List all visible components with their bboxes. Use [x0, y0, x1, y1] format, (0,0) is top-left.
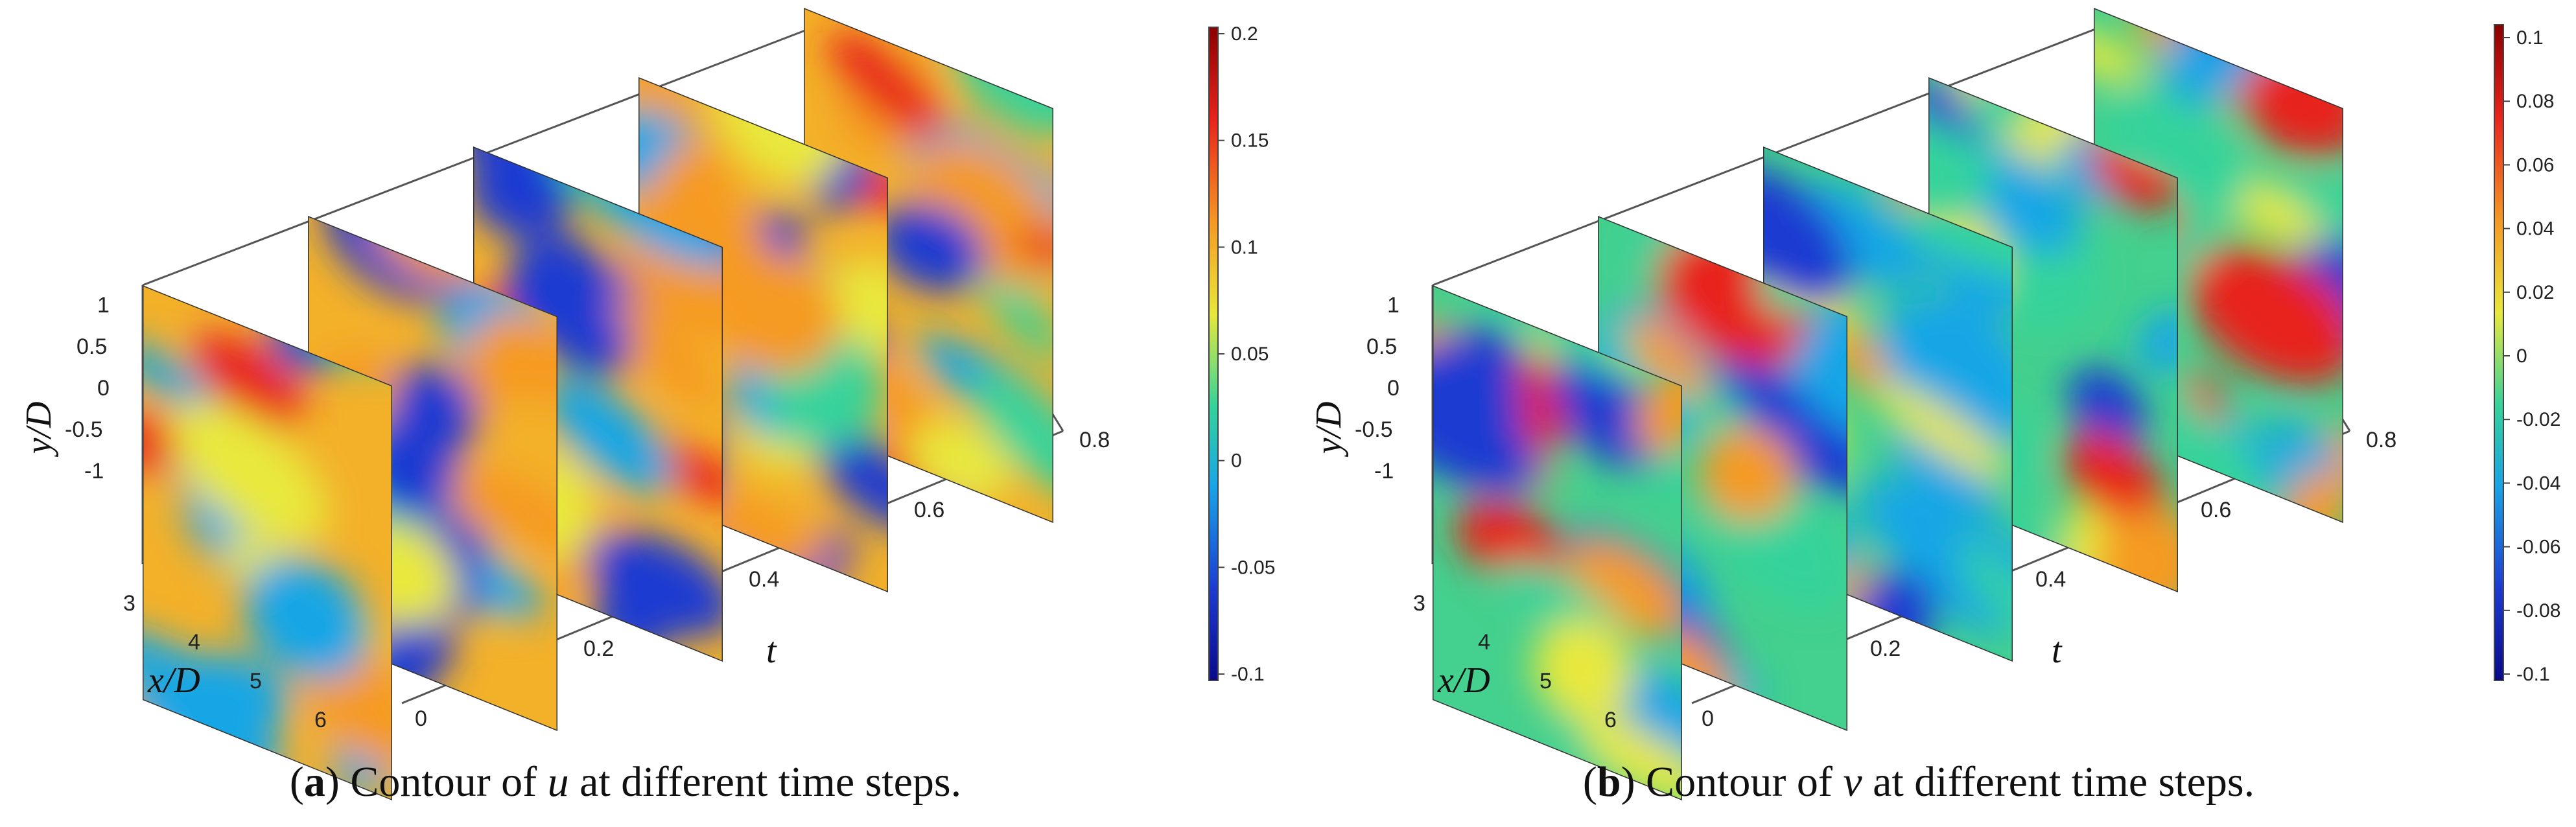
colorbar-gradient: [1208, 27, 1219, 681]
panel-caption: (b) Contour of v at different time steps…: [1583, 758, 2254, 806]
x-tick: 5: [1540, 669, 1552, 693]
y-axis-label: y/D: [1309, 402, 1349, 458]
colorbar-tick-label: -0.1: [2516, 664, 2550, 685]
t-axis-label: t: [2052, 631, 2063, 671]
y-axis-label: y/D: [19, 402, 59, 458]
x-tick: 3: [1413, 591, 1425, 616]
t-axis-ticks: 0 0.2 0.4 0.6 0.8: [415, 428, 1110, 731]
colorbar-tick-label: 0.02: [2516, 282, 2554, 303]
x-tick: 4: [188, 630, 200, 655]
x-tick: 4: [1478, 630, 1490, 655]
colorbar-tick-label: 0.06: [2516, 154, 2554, 176]
y-tick: 1: [97, 293, 110, 318]
t-tick: 0: [415, 706, 427, 731]
colorbar-tick-label: 0.05: [1231, 344, 1269, 365]
t-tick: 0.2: [583, 636, 614, 661]
colorbar: 0.1 0.08 0.06 0.04 0.02 0 -0.02 -0.04 -0.06 -0.08…: [2494, 24, 2560, 685]
y-tick: -0.5: [1355, 417, 1393, 442]
y-tick: 0.5: [76, 334, 107, 359]
t-tick: 0.6: [914, 498, 944, 522]
colorbar-tick-label: 0: [1231, 450, 1242, 472]
contour-slices: [1433, 8, 2343, 800]
colorbar-tick-label: 0.1: [2516, 27, 2544, 49]
contour-slices: [143, 8, 1053, 800]
colorbar-tick-label: 0.04: [2516, 218, 2554, 240]
colorbar-tick-label: 0.15: [1231, 130, 1269, 152]
panel-a: 1 0.5 0 -0.5 -1 y/D 3 4 5 6 x/D 0 0.2 0.…: [19, 8, 1275, 806]
t-tick: 0: [1702, 706, 1714, 731]
y-tick: 1: [1387, 293, 1399, 318]
x-tick: 6: [314, 708, 327, 732]
y-axis-ticks: 1 0.5 0 -0.5 -1: [65, 293, 110, 483]
y-tick: 0.5: [1366, 334, 1397, 359]
colorbar-tick-label: -0.1: [1231, 664, 1265, 685]
colorbar-tick-label: -0.05: [1231, 557, 1275, 578]
panel-caption: (a) Contour of u at different time steps…: [290, 758, 961, 806]
x-tick: 3: [123, 591, 135, 616]
panel-b: 1 0.5 0 -0.5 -1 y/D 3 4 5 6 x/D 0 0.2 0.…: [1309, 8, 2560, 806]
t-tick: 0.8: [2366, 428, 2396, 452]
colorbar-tick-label: -0.06: [2516, 537, 2560, 558]
x-axis-label: x/D: [1437, 660, 1490, 701]
t-tick: 0.6: [2201, 498, 2231, 522]
y-axis-ticks: 1 0.5 0 -0.5 -1: [1355, 293, 1399, 483]
colorbar-tick-label: 0.1: [1231, 237, 1258, 258]
colorbar-tick-label: 0.2: [1231, 23, 1258, 45]
colorbar-tick-label: 0.08: [2516, 91, 2554, 112]
x-tick: 6: [1604, 708, 1617, 732]
colorbar-gradient: [2494, 24, 2504, 681]
x-axis-ticks: 3 4 5 6: [1413, 591, 1617, 732]
y-tick: 0: [97, 376, 110, 401]
colorbar-tick-label: 0: [2516, 345, 2527, 367]
t-tick: 0.2: [1870, 636, 1901, 661]
colorbar: 0.2 0.15 0.1 0.05 0 -0.05 -0.1: [1208, 23, 1275, 685]
y-tick: -1: [1374, 459, 1394, 483]
y-tick: -1: [84, 459, 104, 483]
colorbar-tick-label: -0.02: [2516, 409, 2560, 430]
t-tick: 0.8: [1079, 428, 1110, 452]
x-axis-ticks: 3 4 5 6: [123, 591, 327, 732]
colorbar-tick-label: -0.04: [2516, 472, 2560, 494]
t-tick: 0.4: [749, 567, 779, 592]
y-tick: 0: [1387, 376, 1399, 401]
y-tick: -0.5: [65, 417, 103, 442]
t-axis-ticks: 0 0.2 0.4 0.6 0.8: [1702, 428, 2396, 731]
t-axis-label: t: [766, 631, 777, 671]
time-slice: [1433, 285, 1682, 800]
x-tick: 5: [250, 669, 262, 693]
t-tick: 0.4: [2035, 567, 2066, 592]
colorbar-tick-label: -0.08: [2516, 600, 2560, 622]
x-axis-label: x/D: [147, 660, 200, 701]
